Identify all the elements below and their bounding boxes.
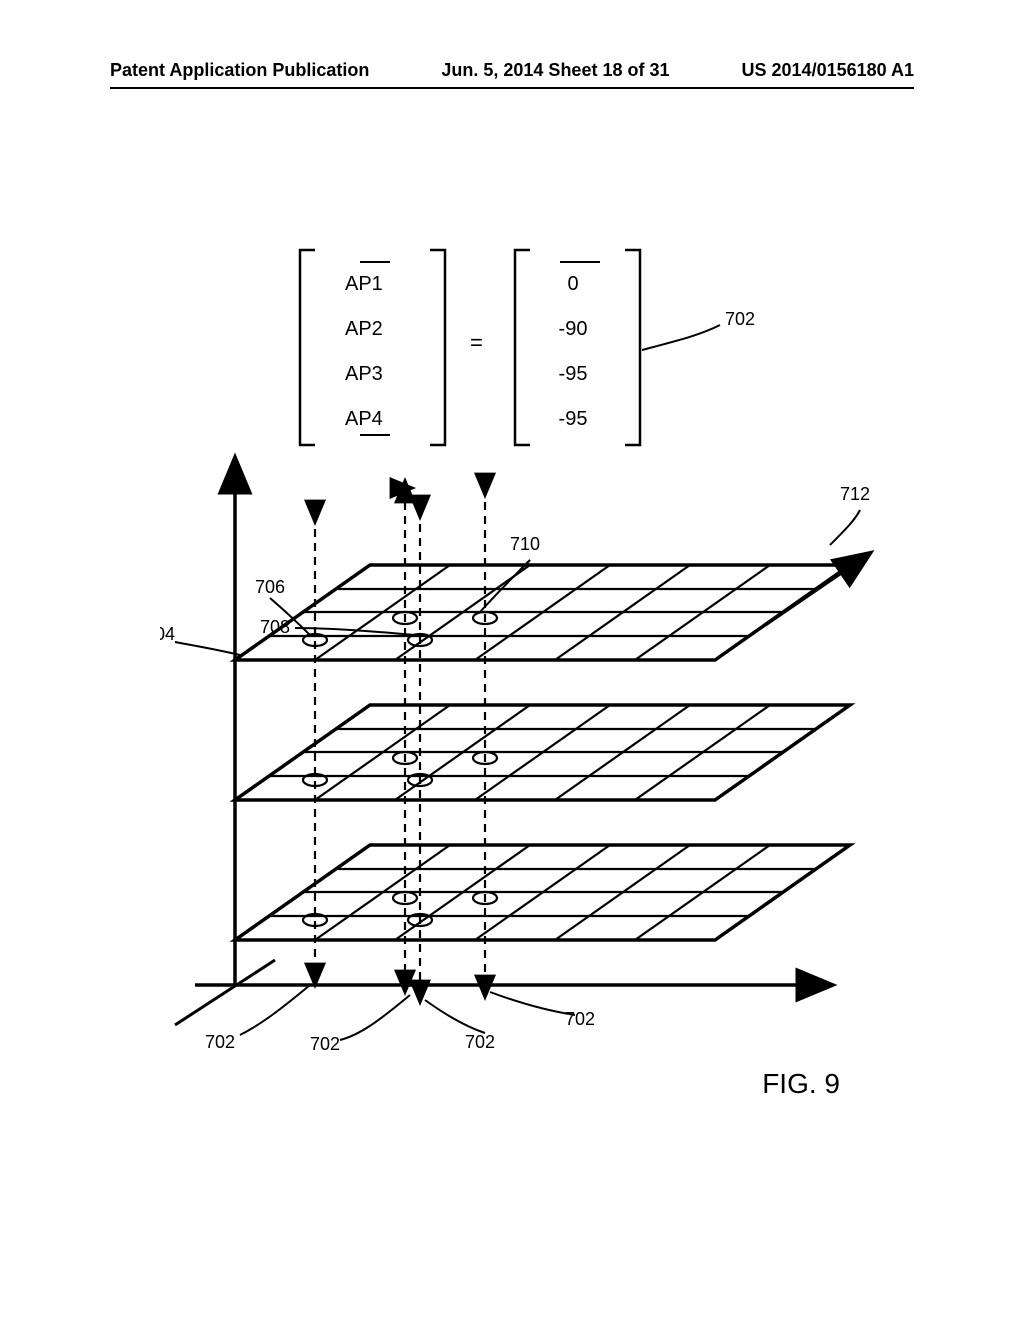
matrix-ap3: AP3 (345, 363, 383, 385)
page-header: Patent Application Publication Jun. 5, 2… (0, 60, 1024, 81)
callout-712: 712 (840, 484, 870, 504)
header-left: Patent Application Publication (110, 60, 369, 81)
callout-702b: 702 (310, 1034, 340, 1054)
figure-label: FIG. 9 (762, 1068, 840, 1100)
callout-704: 704 (160, 624, 175, 644)
callout-702-top: 702 (725, 309, 755, 329)
callout-702c: 702 (465, 1032, 495, 1052)
header-center: Jun. 5, 2014 Sheet 18 of 31 (441, 60, 669, 81)
header-right: US 2014/0156180 A1 (742, 60, 914, 81)
grid-layer-middle (235, 705, 850, 800)
matrix-equation: AP1 AP2 AP3 AP4 = 0 -90 -95 -95 702 (300, 250, 755, 445)
figure-svg: AP1 AP2 AP3 AP4 = 0 -90 -95 -95 702 (160, 240, 880, 1060)
matrix-v1: -90 (559, 318, 588, 340)
grid-layer-bottom (235, 845, 850, 940)
matrix-v2: -95 (559, 363, 588, 385)
callout-702d: 702 (565, 1009, 595, 1029)
matrix-ap4: AP4 (345, 408, 383, 430)
callout-708: 708 (260, 617, 290, 637)
matrix-equals: = (470, 330, 483, 355)
callout-710: 710 (510, 534, 540, 554)
figure-9: AP1 AP2 AP3 AP4 = 0 -90 -95 -95 702 (160, 240, 880, 1060)
grid-layer-top (235, 560, 860, 660)
callout-706: 706 (255, 577, 285, 597)
callout-702a: 702 (205, 1032, 235, 1052)
matrix-v3: -95 (559, 408, 588, 430)
header-rule (110, 87, 914, 89)
matrix-ap2: AP2 (345, 318, 383, 340)
matrix-ap1: AP1 (345, 273, 383, 295)
matrix-v0: 0 (567, 273, 578, 295)
